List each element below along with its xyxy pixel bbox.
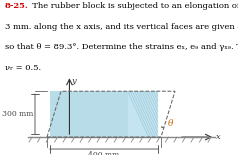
Text: θ: θ xyxy=(168,119,173,128)
Polygon shape xyxy=(128,91,158,137)
Text: 400 mm: 400 mm xyxy=(88,151,120,155)
Text: The rubber block is subjected to an elongation of: The rubber block is subjected to an elon… xyxy=(27,2,238,10)
Text: 8-25.: 8-25. xyxy=(5,2,29,10)
Text: so that θ = 89.3°. Determine the strains eₓ, eₔ and γₓₔ. Take: so that θ = 89.3°. Determine the strains… xyxy=(5,44,238,51)
Text: x: x xyxy=(216,133,221,141)
Text: 300 mm: 300 mm xyxy=(2,110,33,118)
Text: y: y xyxy=(71,77,76,85)
Text: νᵣ = 0.5.: νᵣ = 0.5. xyxy=(5,64,41,72)
Polygon shape xyxy=(50,91,158,137)
Text: 3 mm. along the x axis, and its vertical faces are given a tilt: 3 mm. along the x axis, and its vertical… xyxy=(5,23,238,31)
